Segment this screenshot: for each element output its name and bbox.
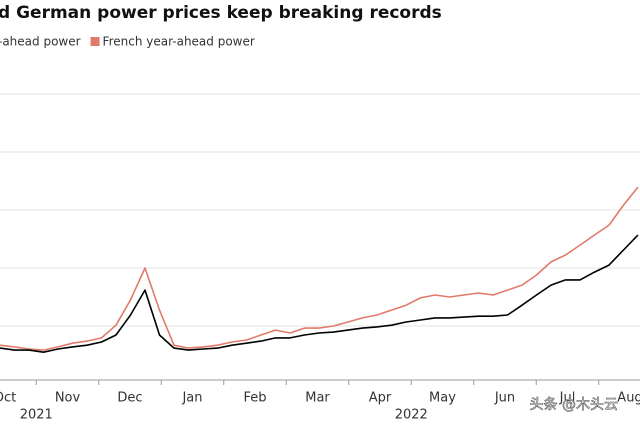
legend-swatch (90, 37, 100, 46)
x-tick-label: May (429, 391, 456, 406)
legend-label: -ahead power (0, 35, 81, 49)
x-tick-label: Mar (305, 391, 330, 406)
x-year-label: 2022 (395, 408, 428, 423)
legend-label: French year-ahead power (103, 35, 255, 49)
x-tick-label: Apr (369, 391, 392, 406)
x-tick-label: Jun (494, 391, 515, 406)
chart-title: d German power prices keep breaking reco… (0, 3, 442, 23)
x-tick-label: Dec (117, 391, 142, 406)
x-tick-label: Oct (0, 391, 16, 406)
x-year-label: 2021 (20, 408, 53, 423)
series-line (0, 186, 639, 351)
x-tick-label: Jul (559, 391, 576, 406)
x-tick-label: Jan (181, 391, 202, 406)
x-tick-label: Nov (55, 391, 81, 406)
x-tick-label: Aug (617, 391, 640, 406)
series-line (0, 234, 639, 354)
x-tick-label: Feb (243, 391, 266, 406)
watermark: 头条 @木头云 (530, 396, 618, 413)
